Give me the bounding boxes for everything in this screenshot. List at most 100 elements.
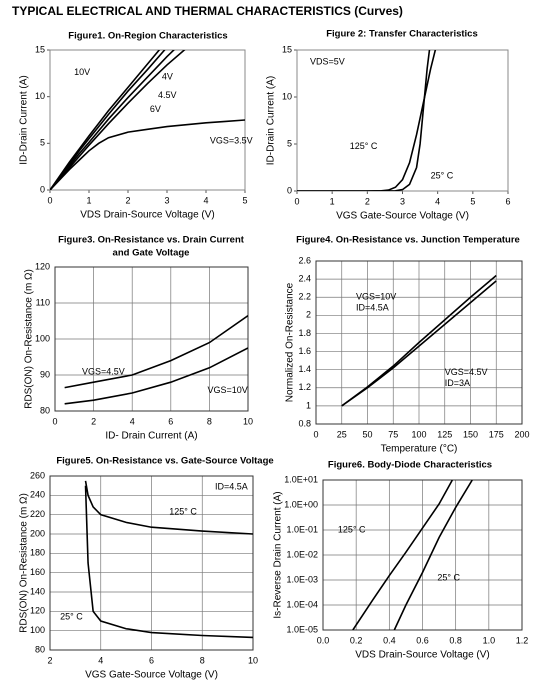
series-condition: ID=3A bbox=[445, 378, 470, 388]
chart-title: Figure5. On-Resistance vs. Gate-Source V… bbox=[56, 456, 273, 467]
series-line bbox=[341, 280, 497, 407]
plot-frame bbox=[54, 266, 249, 412]
series-label: VGS=3.5V bbox=[210, 135, 253, 145]
x-tick-label: 0.8 bbox=[449, 635, 462, 645]
y-tick-label: 5 bbox=[287, 138, 292, 148]
x-tick-label: 4 bbox=[130, 416, 135, 426]
x-tick-label: 0 bbox=[294, 196, 299, 206]
y-tick-label: 0 bbox=[287, 185, 292, 195]
series-label: 6V bbox=[150, 104, 161, 114]
y-axis-label: ID-Drain Current (A) bbox=[266, 76, 277, 165]
x-tick-label: 0.2 bbox=[350, 635, 363, 645]
page-title: TYPICAL ELECTRICAL AND THERMAL CHARACTER… bbox=[12, 4, 403, 18]
chart-title: Figure4. On-Resistance vs. Junction Temp… bbox=[296, 235, 520, 246]
y-tick-label: 220 bbox=[30, 509, 45, 519]
y-tick-label: 5 bbox=[40, 138, 45, 148]
chart: Figure5. On-Resistance vs. Gate-Source V… bbox=[19, 456, 274, 681]
series-label: 25° C bbox=[437, 572, 460, 582]
annotation: ID=4.5A bbox=[215, 481, 248, 491]
chart-title: Figure6. Body-Diode Characteristics bbox=[328, 460, 492, 471]
y-tick-label: 120 bbox=[30, 606, 45, 616]
x-tick-label: 2 bbox=[47, 655, 52, 665]
series-line bbox=[64, 347, 248, 405]
y-tick-label: 80 bbox=[40, 405, 50, 415]
x-tick-label: 25 bbox=[337, 429, 347, 439]
series-line bbox=[50, 50, 175, 190]
x-axis-label: Temperature (°C) bbox=[381, 444, 458, 455]
y-tick-label: 200 bbox=[30, 528, 45, 538]
x-tick-label: 100 bbox=[411, 429, 426, 439]
y-tick-label: 90 bbox=[40, 369, 50, 379]
chart-title: and Gate Voltage bbox=[113, 248, 190, 259]
plot-frame bbox=[49, 475, 254, 651]
chart-title: Figure 2: Transfer Characteristics bbox=[326, 29, 478, 40]
plot-frame bbox=[322, 479, 523, 631]
series-label: VGS=4.5V bbox=[445, 367, 488, 377]
y-tick-label: 110 bbox=[36, 297, 50, 307]
series-label: 10V bbox=[74, 67, 90, 77]
series-label: 25° C bbox=[60, 612, 83, 622]
series-label: 125° C bbox=[338, 524, 366, 534]
chart: Figure 2: Transfer Characteristics 0 1 2 3 4 5… bbox=[266, 29, 511, 222]
y-tick-label: 1.6 bbox=[298, 346, 311, 356]
x-tick-label: 4 bbox=[203, 195, 208, 205]
x-tick-label: 150 bbox=[463, 429, 478, 439]
y-tick-label: 100 bbox=[30, 625, 45, 635]
y-tick-label: 2.2 bbox=[298, 292, 311, 302]
x-tick-label: 0.0 bbox=[317, 635, 330, 645]
x-axis-label: VDS Drain-Source Voltage (V) bbox=[80, 210, 215, 221]
chart-title: Figure1. On-Region Characteristics bbox=[68, 31, 227, 42]
x-tick-label: 0 bbox=[313, 429, 318, 439]
series-line bbox=[352, 480, 454, 630]
y-tick-label: 10 bbox=[282, 91, 292, 101]
y-tick-label: 1.4 bbox=[298, 364, 311, 374]
y-axis-label: Is-Reverse Drain Current (A) bbox=[273, 491, 284, 618]
x-axis-label: VGS Gate-Source Voltage (V) bbox=[336, 211, 469, 222]
series-label: VGS=10V bbox=[207, 385, 247, 395]
y-tick-label: 1.8 bbox=[298, 328, 311, 338]
x-axis-label: VGS Gate-Source Voltage (V) bbox=[85, 670, 218, 681]
y-tick-label: 140 bbox=[30, 586, 45, 596]
x-axis-label: VDS Drain-Source Voltage (V) bbox=[355, 650, 490, 661]
y-tick-label: 15 bbox=[282, 44, 292, 54]
series-line bbox=[84, 485, 253, 639]
series-label: 125° C bbox=[169, 506, 197, 516]
y-tick-label: 0.8 bbox=[298, 418, 311, 428]
y-tick-label: 2 bbox=[306, 310, 311, 320]
series-line bbox=[393, 480, 473, 630]
chart: Figure4. On-Resistance vs. Junction Temp… bbox=[285, 235, 530, 455]
x-tick-label: 3 bbox=[164, 195, 169, 205]
x-tick-label: 10 bbox=[248, 655, 258, 665]
y-tick-label: 100 bbox=[35, 333, 50, 343]
y-axis-label: Normalized On-Resistance bbox=[285, 282, 296, 402]
x-tick-label: 1.0 bbox=[483, 635, 496, 645]
y-tick-label: 2.6 bbox=[298, 255, 311, 265]
series-label: 4V bbox=[162, 71, 173, 81]
x-tick-label: 125 bbox=[437, 429, 452, 439]
x-tick-label: 0 bbox=[47, 195, 52, 205]
series-condition: ID=4.5A bbox=[356, 303, 389, 313]
y-tick-label: 1.0E-04 bbox=[286, 599, 318, 609]
x-tick-label: 6 bbox=[168, 416, 173, 426]
x-tick-label: 2 bbox=[125, 195, 130, 205]
y-axis-label: RDS(ON) On-Resistance (m Ω) bbox=[19, 493, 30, 633]
x-tick-label: 10 bbox=[243, 416, 253, 426]
x-tick-label: 3 bbox=[400, 196, 405, 206]
series-line bbox=[50, 119, 245, 190]
series-line bbox=[64, 314, 248, 389]
y-tick-label: 160 bbox=[30, 567, 45, 577]
y-tick-label: 1.0E-02 bbox=[286, 549, 318, 559]
x-tick-label: 8 bbox=[200, 655, 205, 665]
x-tick-label: 6 bbox=[505, 196, 510, 206]
y-tick-label: 1.0E+00 bbox=[284, 499, 318, 509]
x-tick-label: 4 bbox=[435, 196, 440, 206]
annotation: VDS=5V bbox=[310, 57, 345, 67]
x-tick-label: 0 bbox=[52, 416, 57, 426]
x-tick-label: 2 bbox=[365, 196, 370, 206]
series-label: VGS=4.5V bbox=[82, 366, 125, 376]
y-tick-label: 1.2 bbox=[298, 382, 311, 392]
x-tick-label: 5 bbox=[242, 195, 247, 205]
plot-frame bbox=[315, 260, 523, 425]
series-line bbox=[84, 480, 253, 535]
